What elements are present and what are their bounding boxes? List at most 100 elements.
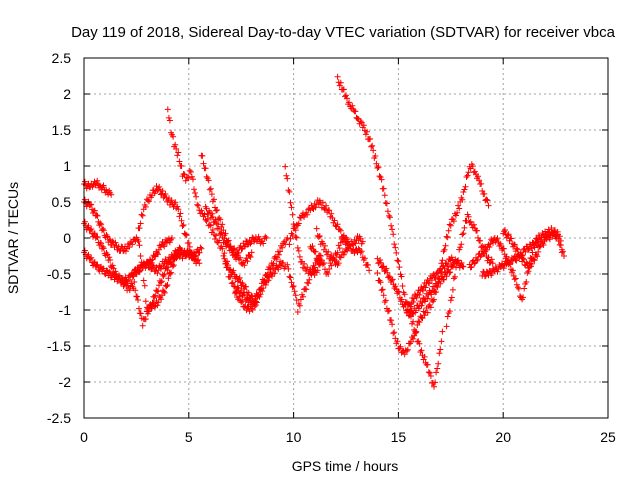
data-point	[109, 238, 116, 245]
data-point	[424, 309, 431, 316]
data-point	[550, 230, 557, 237]
data-point	[286, 273, 293, 280]
data-point	[161, 271, 168, 278]
data-point	[422, 284, 429, 291]
data-point	[431, 296, 437, 303]
y-tick-label: 2.5	[52, 50, 72, 66]
data-point	[435, 278, 442, 285]
data-point	[87, 255, 94, 262]
data-point	[112, 239, 119, 246]
data-point	[183, 232, 190, 239]
data-point	[494, 268, 501, 275]
data-point	[215, 221, 222, 228]
data-point	[413, 294, 420, 301]
data-point	[94, 212, 101, 219]
data-point	[129, 241, 136, 248]
data-point	[454, 209, 461, 216]
data-point	[517, 293, 523, 300]
data-point	[262, 281, 269, 288]
data-point	[165, 114, 172, 121]
data-point	[419, 299, 426, 306]
data-point	[155, 288, 162, 295]
data-point	[503, 253, 510, 260]
data-point	[151, 253, 158, 260]
data-point	[348, 238, 355, 245]
data-point	[288, 279, 295, 286]
data-point	[336, 245, 343, 252]
data-point	[271, 270, 278, 277]
data-point	[193, 193, 200, 200]
data-point	[334, 73, 341, 80]
data-point	[442, 242, 449, 249]
data-point	[88, 226, 95, 232]
data-point	[144, 197, 151, 204]
data-point	[236, 274, 243, 281]
series-sat-r	[374, 270, 440, 358]
data-point	[526, 245, 532, 252]
y-tick-label: -1	[59, 302, 72, 318]
data-point	[284, 175, 291, 182]
data-point	[485, 202, 492, 209]
data-point	[176, 158, 183, 165]
data-point	[161, 243, 168, 250]
data-point	[191, 186, 197, 193]
data-point	[131, 279, 138, 285]
data-point	[431, 288, 437, 295]
data-point	[137, 310, 144, 317]
data-point	[275, 266, 282, 273]
data-point	[504, 232, 511, 239]
data-point	[542, 228, 549, 235]
data-point	[460, 230, 467, 237]
data-point	[415, 318, 422, 325]
data-point	[126, 244, 133, 251]
data-point	[449, 263, 456, 270]
data-point	[252, 295, 259, 302]
data-point	[352, 108, 359, 115]
data-point	[136, 225, 143, 232]
data-point	[206, 186, 213, 193]
data-point	[216, 225, 222, 232]
data-point	[520, 294, 527, 301]
data-point	[166, 259, 173, 266]
data-point	[289, 211, 296, 218]
data-point	[158, 278, 165, 285]
data-point	[186, 167, 193, 174]
data-point	[262, 233, 269, 240]
data-point	[311, 264, 318, 271]
data-point	[292, 233, 299, 240]
data-point	[247, 294, 254, 301]
data-point	[361, 255, 368, 262]
series-sat-q	[334, 73, 446, 390]
data-point	[294, 309, 301, 315]
data-point	[337, 254, 344, 261]
data-point	[258, 286, 264, 293]
data-point	[471, 260, 478, 267]
data-point	[190, 176, 196, 183]
data-point	[394, 257, 401, 264]
data-point	[164, 282, 171, 288]
data-point	[444, 313, 451, 320]
data-point	[447, 222, 454, 229]
data-point	[319, 261, 326, 268]
data-point	[85, 222, 92, 229]
data-point	[142, 316, 149, 322]
data-point	[312, 204, 319, 211]
data-point	[540, 242, 547, 248]
data-point	[470, 221, 477, 228]
x-tick-label: 20	[495, 429, 511, 445]
data-point	[380, 185, 387, 192]
data-point	[85, 251, 92, 258]
data-point	[398, 273, 405, 280]
data-point	[284, 261, 291, 268]
data-point	[381, 192, 388, 199]
data-point	[192, 256, 199, 263]
data-point	[288, 204, 295, 211]
x-tick-label: 0	[80, 429, 88, 445]
data-point	[461, 186, 468, 193]
data-point	[145, 308, 152, 315]
data-point	[308, 202, 315, 209]
data-point	[448, 294, 455, 301]
data-point	[517, 251, 524, 258]
data-point	[147, 261, 154, 268]
data-point	[88, 201, 95, 208]
